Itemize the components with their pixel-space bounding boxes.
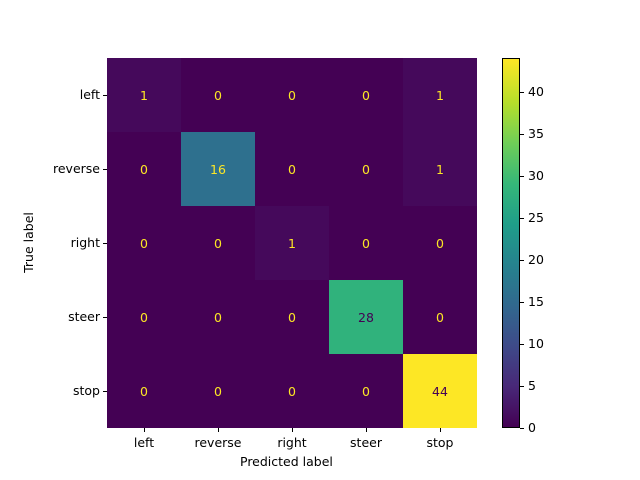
colorbar-tick-label: 5 (528, 377, 536, 393)
x-tick-label: steer (350, 435, 382, 450)
matrix-cell: 1 (255, 206, 329, 280)
matrix-cell: 16 (181, 132, 255, 206)
matrix-cell: 0 (329, 58, 403, 132)
colorbar-tick-label: 15 (528, 293, 544, 309)
matrix-cell: 0 (255, 58, 329, 132)
confusion-matrix: 1 0 0 0 1 0 16 0 0 1 0 0 1 0 0 0 0 0 28 0 0 0 0 0 44 (107, 58, 477, 428)
y-tick (103, 243, 107, 244)
colorbar-tick (520, 343, 524, 345)
matrix-cell: 0 (329, 132, 403, 206)
matrix-cell: 1 (107, 58, 181, 132)
matrix-cell: 28 (329, 280, 403, 354)
colorbar-tick-label: 25 (528, 209, 544, 225)
matrix-cell: 0 (255, 132, 329, 206)
colorbar-tick-label: 30 (528, 167, 544, 183)
x-axis-label: Predicted label (240, 454, 333, 469)
x-tick (144, 428, 145, 432)
matrix-cell: 0 (403, 206, 477, 280)
matrix-cell: 0 (107, 206, 181, 280)
y-tick-label: reverse (53, 161, 100, 176)
x-tick-label: left (133, 435, 155, 450)
x-tick (440, 428, 441, 432)
matrix-cell: 1 (403, 132, 477, 206)
y-tick-label: left (79, 87, 100, 102)
colorbar-tick (520, 91, 524, 93)
matrix-cell: 0 (181, 280, 255, 354)
x-tick-label: right (277, 435, 307, 450)
colorbar-tick (520, 428, 524, 429)
y-tick (103, 95, 107, 96)
matrix-cell: 1 (403, 58, 477, 132)
matrix-cell: 0 (107, 280, 181, 354)
colorbar-tick (520, 259, 524, 261)
colorbar-tick (520, 301, 524, 303)
colorbar-tick-label: 10 (528, 335, 544, 351)
y-tick (103, 169, 107, 170)
colorbar-tick (520, 217, 524, 219)
colorbar-tick (520, 133, 524, 135)
y-tick (103, 317, 107, 318)
x-tick-label: reverse (194, 435, 242, 450)
colorbar-tick-label: 35 (528, 125, 544, 141)
colorbar (502, 58, 520, 428)
x-tick (218, 428, 219, 432)
matrix-cell: 0 (403, 280, 477, 354)
x-tick-label: stop (426, 435, 454, 450)
y-tick-label: right (70, 235, 100, 250)
matrix-cell: 0 (255, 280, 329, 354)
y-tick-label: steer (68, 309, 100, 324)
matrix-cell: 0 (181, 58, 255, 132)
matrix-cell: 0 (181, 354, 255, 428)
colorbar-tick (520, 175, 524, 177)
matrix-cell: 0 (329, 206, 403, 280)
colorbar-tick-label: 0 (528, 420, 536, 435)
y-tick-label: stop (73, 383, 100, 398)
y-axis-label: True label (20, 212, 36, 273)
matrix-cell: 0 (181, 206, 255, 280)
colorbar-tick-label: 40 (528, 83, 544, 99)
y-tick (103, 391, 107, 392)
matrix-cell: 0 (107, 354, 181, 428)
matrix-cell: 0 (255, 354, 329, 428)
x-tick (292, 428, 293, 432)
matrix-cell: 44 (403, 354, 477, 428)
matrix-cell: 0 (107, 132, 181, 206)
x-tick (366, 428, 367, 432)
colorbar-tick-label: 20 (528, 251, 544, 267)
matrix-cell: 0 (329, 354, 403, 428)
colorbar-tick (520, 385, 524, 387)
